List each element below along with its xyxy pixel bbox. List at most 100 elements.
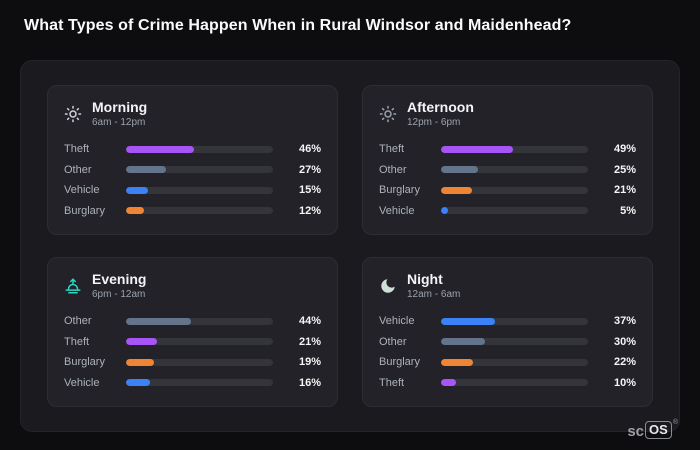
bar-track [441,379,588,387]
bar-track [441,358,588,366]
card-night: Night 12am - 6am Vehicle 37% Other 30% B… [362,257,653,407]
bar-rows: Vehicle 37% Other 30% Burglary 22% Theft… [379,311,636,393]
card-evening-header: Evening 6pm - 12am [64,271,321,300]
charts-panel: Morning 6am - 12pm Theft 46% Other 27% V… [20,60,680,432]
bar-label: Vehicle [379,315,415,327]
bar-fill [126,186,149,194]
bar-rows: Theft 46% Other 27% Vehicle 15% Burglary… [64,139,321,221]
bar-row: Vehicle 5% [379,201,636,221]
bar-row: Burglary 21% [379,180,636,200]
bar-fill [126,166,166,174]
bar-track [126,379,273,387]
bar-fill [126,317,191,325]
bar-value: 16% [298,376,321,389]
bar-track [126,166,273,174]
card-subtitle: 12pm - 6pm [407,117,461,128]
bar-track [126,338,273,346]
bar-value: 46% [298,143,321,155]
card-title: Morning [92,99,148,115]
bar-row: Vehicle 15% [64,180,321,200]
logo-boxed: OS [645,421,672,439]
bar-label: Burglary [379,184,420,197]
bar-track [126,145,273,153]
bar-row: Theft 49% [379,139,636,159]
bar-label: Vehicle [64,376,100,389]
bar-track [441,145,588,153]
bar-label: Theft [64,143,90,155]
bar-value: 49% [613,143,636,155]
bar-track [441,166,588,174]
bar-value: 12% [298,204,321,217]
bar-row: Vehicle 37% [379,311,636,331]
bar-row: Burglary 12% [64,201,321,221]
bar-value: 22% [613,356,636,369]
card-afternoon-header: Afternoon 12pm - 6pm [379,99,636,128]
bar-label: Theft [379,376,405,389]
bar-label: Other [64,163,92,176]
bar-track [441,207,588,215]
bar-fill [126,338,157,346]
card-evening: Evening 6pm - 12am Other 44% Theft 21% B… [47,257,338,407]
bar-value: 19% [298,356,321,369]
bar-track [441,317,588,325]
sunset-icon [64,277,82,295]
bar-value: 30% [613,335,636,348]
bar-value: 5% [620,204,636,217]
bar-row: Burglary 22% [379,352,636,372]
sun-icon [379,105,397,123]
bar-value: 25% [613,163,636,176]
bar-label: Vehicle [64,184,100,197]
card-title: Night [407,271,443,287]
bar-row: Theft 46% [64,139,321,159]
bar-value: 44% [298,315,321,327]
bar-fill [441,358,474,366]
bar-fill [126,145,194,153]
bar-fill [441,207,449,215]
bar-value: 10% [613,376,636,389]
bar-value: 37% [613,315,636,327]
bar-fill [126,379,150,387]
bar-fill [126,358,154,366]
bar-fill [441,317,496,325]
card-night-header: Night 12am - 6am [379,271,636,300]
bar-row: Vehicle 16% [64,373,321,393]
bar-label: Vehicle [379,204,415,217]
bar-track [441,186,588,194]
card-subtitle: 6pm - 12am [92,289,146,300]
bar-label: Burglary [64,356,105,369]
bar-rows: Other 44% Theft 21% Burglary 19% Vehicle… [64,311,321,393]
moon-icon [379,277,397,295]
bar-row: Other 25% [379,160,636,180]
registered-mark: ® [672,419,678,426]
bar-track [441,338,588,346]
logo-prefix: sc [627,423,645,440]
card-subtitle: 12am - 6am [407,289,461,300]
page-title: What Types of Crime Happen When in Rural… [24,17,572,34]
bar-label: Burglary [64,204,105,217]
card-title: Afternoon [407,99,474,115]
bar-track [126,358,273,366]
bar-fill [441,338,486,346]
bar-row: Other 30% [379,332,636,352]
card-morning: Morning 6am - 12pm Theft 46% Other 27% V… [47,85,338,235]
card-morning-header: Morning 6am - 12pm [64,99,321,128]
scos-logo: sc OS ® [627,419,678,440]
card-afternoon: Afternoon 12pm - 6pm Theft 49% Other 25%… [362,85,653,235]
bar-track [126,207,273,215]
bar-value: 21% [298,335,321,348]
bar-value: 27% [298,163,321,176]
bar-label: Theft [379,143,405,155]
bar-row: Theft 10% [379,373,636,393]
bar-row: Other 44% [64,311,321,331]
bar-label: Other [64,315,92,327]
bar-row: Theft 21% [64,332,321,352]
bar-row: Burglary 19% [64,352,321,372]
bar-row: Other 27% [64,160,321,180]
bar-label: Other [379,335,407,348]
bar-fill [441,186,472,194]
bar-value: 21% [613,184,636,197]
card-title: Evening [92,271,147,287]
bar-rows: Theft 49% Other 25% Burglary 21% Vehicle… [379,139,636,221]
card-subtitle: 6am - 12pm [92,117,146,128]
bar-fill [441,379,456,387]
